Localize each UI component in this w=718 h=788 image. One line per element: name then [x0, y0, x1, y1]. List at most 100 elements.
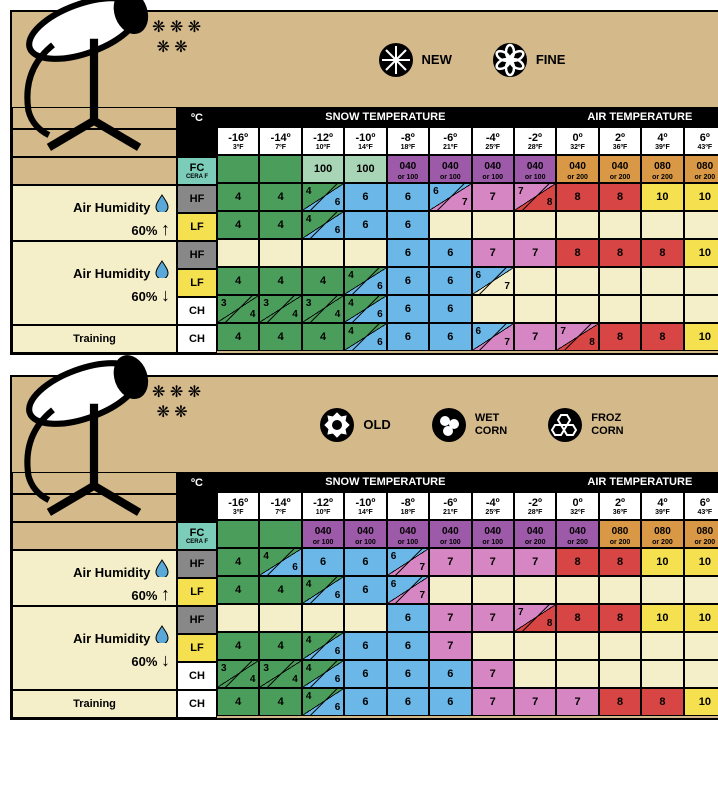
temp-col: -16º3ºF [217, 127, 259, 155]
snow-type-fine: FINE [536, 52, 566, 67]
wax-cell [514, 295, 556, 323]
temp-col: 0º32ºF [556, 492, 598, 520]
temp-col: 6º43ºF [684, 492, 718, 520]
wax-cell: 4 [217, 576, 259, 604]
temp-col: -12º10ºF [302, 127, 344, 155]
hf-label: HF [177, 185, 217, 213]
wax-cell: 4 [259, 576, 301, 604]
wax-cell: 8 [641, 239, 683, 267]
wax-cell: 6 [387, 688, 429, 716]
snow-temp-header: SNOW TEMPERATURE [217, 472, 554, 492]
wax-cell: 6 [344, 576, 386, 604]
wax-cell [556, 211, 598, 239]
wax-cell: 6 [387, 323, 429, 351]
wax-cell: 8 [556, 604, 598, 632]
wax-cell [641, 267, 683, 295]
snowflake-icon [378, 42, 414, 78]
wax-cell: 8 [556, 183, 598, 211]
wax-cell [556, 576, 598, 604]
wax-cell: 8 [641, 688, 683, 716]
humidity-drop-icon [154, 559, 170, 577]
temp-col: -6º21ºF [429, 127, 471, 155]
wax-cell: 6 [429, 660, 471, 688]
temp-col: -10º14ºF [344, 127, 386, 155]
wax-cell [641, 576, 683, 604]
wax-cell-split: 46 [302, 632, 344, 660]
humidity-high-label: Air Humidity [73, 559, 170, 580]
wax-cell [429, 576, 471, 604]
wax-cell: 040or 200 [514, 520, 556, 548]
wax-cell: 7 [514, 688, 556, 716]
humidity-drop-icon [154, 625, 170, 643]
wax-cell: 8 [599, 688, 641, 716]
wax-cell: 7 [556, 688, 598, 716]
training-label: Training [12, 690, 177, 718]
wax-cell: 040or 200 [556, 520, 598, 548]
wax-cell: 7 [514, 323, 556, 351]
wax-cell [344, 604, 386, 632]
wax-cell: 6 [344, 548, 386, 576]
wax-cell: 10 [684, 239, 718, 267]
wax-cell-split: 46 [302, 660, 344, 688]
wax-cell: 080or 200 [641, 155, 683, 183]
wax-cell [472, 632, 514, 660]
wax-cell: 6 [302, 548, 344, 576]
wax-cell [684, 211, 718, 239]
wax-cell [217, 239, 259, 267]
froz-corn-icon [547, 407, 583, 443]
wax-cell [556, 267, 598, 295]
wax-cell: 10 [684, 688, 718, 716]
wax-cell [556, 632, 598, 660]
wax-cell [684, 576, 718, 604]
wax-cell [217, 604, 259, 632]
wax-cell: 4 [259, 211, 301, 239]
wax-cell: 040or 100 [344, 520, 386, 548]
wax-cell-split: 46 [302, 183, 344, 211]
wax-cell: 7 [514, 548, 556, 576]
wax-cell: 6 [429, 295, 471, 323]
wax-cell-split: 34 [259, 660, 301, 688]
wax-cell: 6 [387, 604, 429, 632]
wax-cell: 4 [259, 183, 301, 211]
wax-cell: 10 [641, 548, 683, 576]
wax-chart: ❋ ❋ ❋ ❋ ❋ NEWFINE ºCFCCERA FAir Humidity… [10, 10, 718, 355]
wax-cell [217, 155, 259, 183]
wax-cell: 4 [217, 267, 259, 295]
wax-cell: 10 [641, 183, 683, 211]
wax-cell [429, 211, 471, 239]
wax-cell [514, 211, 556, 239]
wax-cell: 6 [387, 239, 429, 267]
wax-cell: 4 [217, 323, 259, 351]
wax-cell-split: 46 [344, 323, 386, 351]
lf-label: LF [177, 269, 217, 297]
wax-cell: 080or 200 [684, 155, 718, 183]
snow-type-new: NEW [422, 52, 452, 67]
temp-col: 0º32ºF [556, 127, 598, 155]
wax-cell-split: 78 [514, 183, 556, 211]
snow-type-froz: FROZ CORN [591, 412, 623, 436]
wax-cell [599, 295, 641, 323]
air-temp-header: AIR TEMPERATURE [554, 107, 718, 127]
wax-cell-split: 46 [302, 576, 344, 604]
wax-cell: 7 [472, 660, 514, 688]
humidity-drop-icon [154, 260, 170, 278]
fc-label: FC [190, 527, 205, 539]
temp-col: -4º25ºF [472, 127, 514, 155]
snow-cannon-icon [12, 332, 217, 517]
wax-cell [514, 660, 556, 688]
temp-col: 4º39ºF [641, 492, 683, 520]
wax-cell [556, 660, 598, 688]
wax-cell [514, 632, 556, 660]
wax-cell: 4 [302, 323, 344, 351]
temp-col: -2º28ºF [514, 127, 556, 155]
wax-cell-split: 78 [514, 604, 556, 632]
humidity-high-label: Air Humidity [73, 194, 170, 215]
temp-col: 6º43ºF [684, 127, 718, 155]
wax-cell: 10 [684, 604, 718, 632]
wax-cell [641, 211, 683, 239]
wax-cell: 100 [302, 155, 344, 183]
wax-cell: 6 [387, 632, 429, 660]
wax-cell [472, 295, 514, 323]
humidity-low-label: Air Humidity [73, 625, 170, 646]
wax-cell [259, 520, 301, 548]
